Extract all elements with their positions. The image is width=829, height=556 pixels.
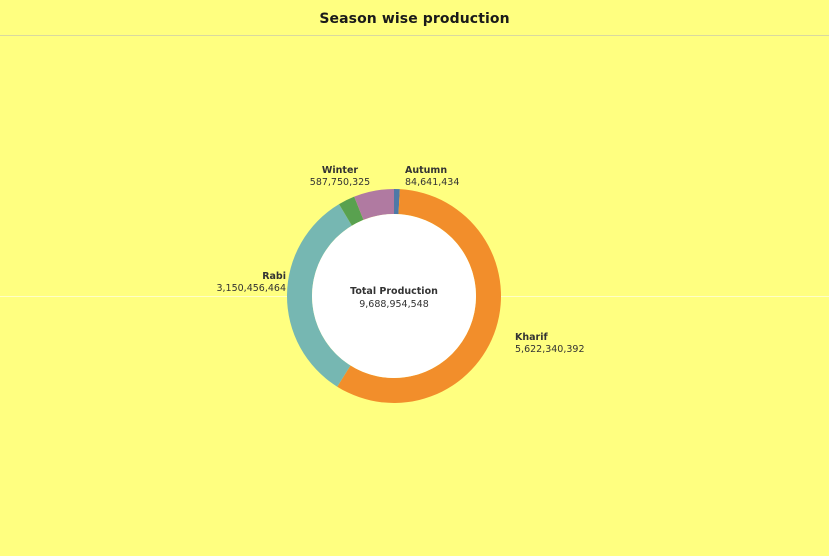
slice-value-autumn: 84,641,434: [405, 177, 459, 188]
slice-value-winter: 587,750,325: [310, 177, 370, 188]
slice-label-rabi: Rabi: [262, 271, 286, 282]
slice-rabi[interactable]: [286, 204, 352, 387]
slice-value-kharif: 5,622,340,392: [515, 344, 585, 355]
slice-value-rabi: 3,150,456,464: [216, 283, 286, 294]
donut-hole: [312, 214, 476, 378]
slice-autumn[interactable]: [394, 189, 400, 215]
slice-winter[interactable]: [354, 189, 394, 220]
slice-label-winter: Winter: [322, 165, 358, 176]
slice-kharif[interactable]: [337, 189, 502, 403]
slice-unlabeled[interactable]: [339, 196, 364, 226]
slice-label-kharif: Kharif: [515, 332, 548, 343]
donut-slices: [286, 189, 502, 403]
center-label: Total Production: [350, 286, 438, 297]
title-bar: Season wise production: [0, 0, 829, 36]
slice-label-autumn: Autumn: [405, 165, 447, 176]
chart-title: Season wise production: [319, 10, 510, 27]
center-value: 9,688,954,548: [359, 299, 429, 310]
